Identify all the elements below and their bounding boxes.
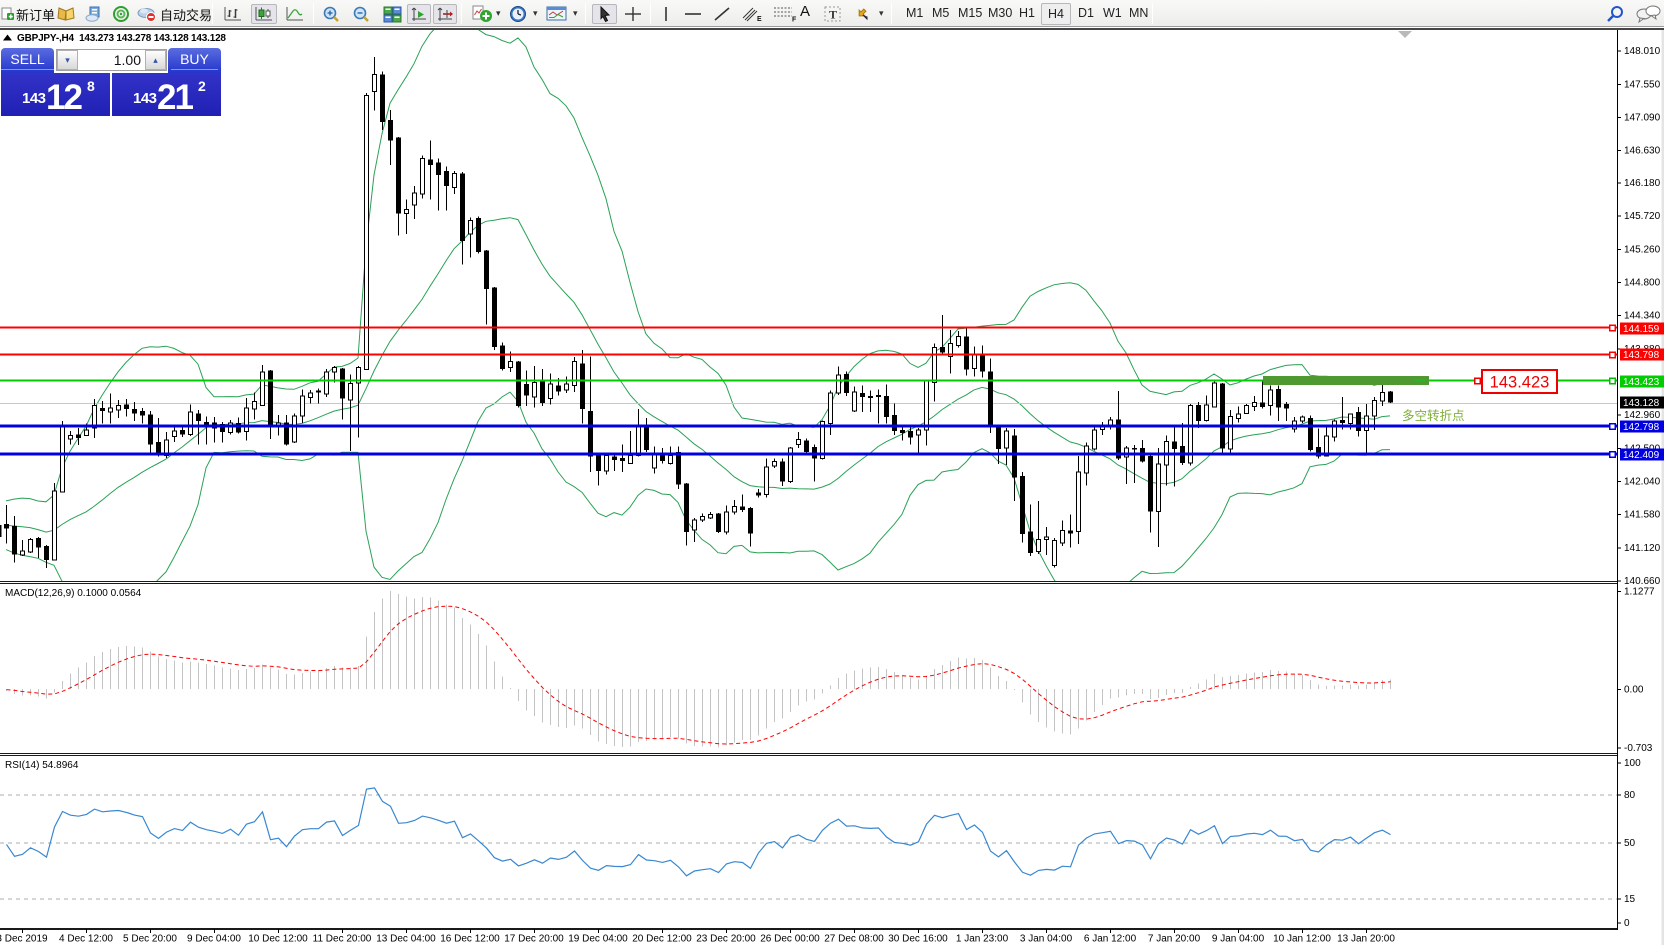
svg-text:144.340: 144.340 [1624,311,1661,322]
svg-text:9 Dec 04:00: 9 Dec 04:00 [187,934,241,945]
svg-text:141.580: 141.580 [1624,510,1661,521]
svg-text:19 Dec 04:00: 19 Dec 04:00 [568,934,628,945]
svg-text:0.00: 0.00 [1624,685,1644,696]
svg-text:10 Jan 12:00: 10 Jan 12:00 [1273,934,1331,945]
svg-text:1 Jan 23:00: 1 Jan 23:00 [956,934,1009,945]
svg-text:27 Dec 08:00: 27 Dec 08:00 [824,934,884,945]
svg-text:143.423: 143.423 [1623,377,1660,388]
svg-text:144.159: 144.159 [1623,324,1660,335]
svg-text:GBPJPY-,H4 143.273 143.278 14: GBPJPY-,H4 143.273 143.278 143.128 143.1… [17,33,226,44]
svg-text:T: T [829,8,837,22]
svg-text:0: 0 [1624,918,1630,929]
svg-text:16 Dec 12:00: 16 Dec 12:00 [440,934,500,945]
svg-text:-0.703: -0.703 [1624,743,1653,754]
svg-text:11 Dec 20:00: 11 Dec 20:00 [313,934,372,945]
svg-text:20 Dec 12:00: 20 Dec 12:00 [632,934,692,945]
svg-text:145.720: 145.720 [1624,211,1661,222]
svg-text:143.798: 143.798 [1623,350,1660,361]
svg-text:146.180: 146.180 [1624,178,1661,189]
svg-text:5 Dec 20:00: 5 Dec 20:00 [123,934,177,945]
svg-text:13 Dec 04:00: 13 Dec 04:00 [376,934,436,945]
svg-text:80: 80 [1624,790,1636,801]
svg-text:17 Dec 20:00: 17 Dec 20:00 [504,934,564,945]
svg-text:147.550: 147.550 [1624,79,1661,90]
svg-text:15: 15 [1624,894,1636,905]
svg-text:30 Dec 16:00: 30 Dec 16:00 [888,934,948,945]
svg-text:23 Dec 20:00: 23 Dec 20:00 [696,934,756,945]
svg-text:10 Dec 12:00: 10 Dec 12:00 [248,934,308,945]
svg-text:140.660: 140.660 [1624,576,1661,587]
svg-text:RSI(14) 54.8964: RSI(14) 54.8964 [5,760,79,771]
svg-text:3 Jan 04:00: 3 Jan 04:00 [1020,934,1073,945]
svg-text:9 Jan 04:00: 9 Jan 04:00 [1212,934,1265,945]
svg-text:MACD(12,26,9) 0.1000 0.0564: MACD(12,26,9) 0.1000 0.0564 [5,588,142,599]
svg-text:多空转折点: 多空转折点 [1402,408,1465,423]
svg-text:148.010: 148.010 [1624,46,1661,57]
svg-text:144.800: 144.800 [1624,278,1661,289]
svg-text:141.120: 141.120 [1624,543,1661,554]
svg-text:142.960: 142.960 [1624,410,1661,421]
svg-text:146.630: 146.630 [1624,146,1661,157]
svg-text:13 Jan 20:00: 13 Jan 20:00 [1337,934,1395,945]
svg-text:100: 100 [1624,758,1641,769]
svg-text:6 Jan 12:00: 6 Jan 12:00 [1084,934,1137,945]
svg-text:7 Jan 20:00: 7 Jan 20:00 [1148,934,1201,945]
svg-text:143.423: 143.423 [1490,374,1550,392]
svg-text:F: F [792,17,797,24]
svg-text:1.1277: 1.1277 [1624,587,1655,598]
svg-text:E: E [757,16,762,23]
svg-text:4 Dec 12:00: 4 Dec 12:00 [59,934,113,945]
svg-text:143.128: 143.128 [1623,398,1660,409]
svg-text:142.409: 142.409 [1623,450,1660,461]
svg-text:50: 50 [1624,838,1636,849]
svg-text:147.090: 147.090 [1624,112,1661,123]
svg-text:142.040: 142.040 [1624,477,1661,488]
svg-text:145.260: 145.260 [1624,244,1661,255]
svg-text:26 Dec 00:00: 26 Dec 00:00 [760,934,820,945]
svg-text:142.798: 142.798 [1623,422,1660,433]
svg-text:3 Dec 2019: 3 Dec 2019 [0,934,48,945]
